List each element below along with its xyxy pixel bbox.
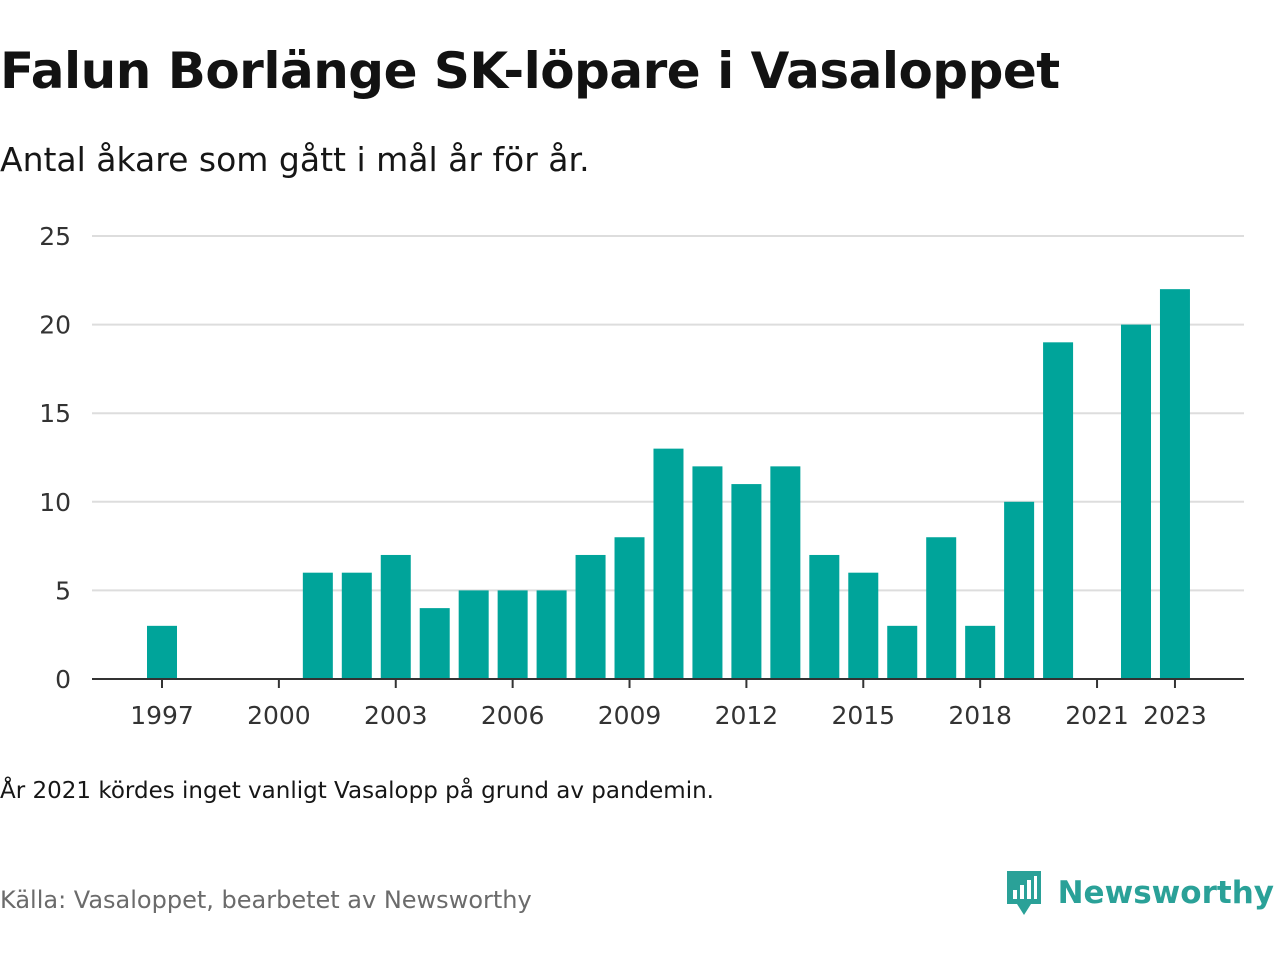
brand-name: Newsworthy xyxy=(1057,875,1274,911)
y-tick-label: 15 xyxy=(39,399,71,428)
x-tick-label: 2009 xyxy=(598,701,662,730)
x-axis xyxy=(92,678,1244,688)
x-tick-label: 2006 xyxy=(481,701,545,730)
bar xyxy=(497,590,528,679)
x-tick-label: 2021 xyxy=(1065,701,1129,730)
bar xyxy=(380,554,411,679)
bar xyxy=(731,484,762,679)
x-tick-label: 2023 xyxy=(1143,701,1207,730)
bar-chart: 0 5 10 15 20 25 1997 2000 2003 2006 2009 2012 2015 2… xyxy=(39,222,1244,730)
bar xyxy=(809,554,840,679)
bar xyxy=(887,625,918,679)
bar xyxy=(458,590,489,679)
brand-logo: Newsworthy xyxy=(1004,868,1274,918)
x-tick-label: 2000 xyxy=(247,701,311,730)
chart-title: Falun Borlänge SK-löpare i Vasaloppet xyxy=(0,42,1060,100)
bar xyxy=(341,572,372,679)
x-tick-label: 2018 xyxy=(948,701,1012,730)
bars xyxy=(147,289,1190,679)
bar xyxy=(926,537,957,679)
y-tick-label: 25 xyxy=(39,222,71,251)
bar xyxy=(419,608,450,679)
bar xyxy=(147,625,177,679)
y-axis-tick-labels: 0 5 10 15 20 25 xyxy=(39,222,71,694)
bar xyxy=(614,537,645,679)
bar xyxy=(1121,324,1151,679)
x-tick-label: 1997 xyxy=(130,701,194,730)
source-text: Källa: Vasaloppet, bearbetet av Newswort… xyxy=(0,886,532,914)
chart-subtitle: Antal åkare som gått i mål år för år. xyxy=(0,140,590,179)
bar xyxy=(965,625,996,679)
y-tick-label: 20 xyxy=(39,311,71,340)
bar xyxy=(692,466,723,679)
y-tick-label: 10 xyxy=(39,488,71,517)
x-tick-label: 2003 xyxy=(364,701,428,730)
bar xyxy=(653,448,684,679)
x-tick-label: 2012 xyxy=(715,701,779,730)
bar xyxy=(1043,342,1074,679)
x-axis-tick-labels: 1997 2000 2003 2006 2009 2012 2015 2018 2021 2023 xyxy=(130,701,1207,730)
y-tick-label: 0 xyxy=(55,665,71,694)
bar xyxy=(770,466,801,679)
bar xyxy=(575,554,606,679)
newsworthy-logo-icon xyxy=(1006,871,1041,915)
y-tick-label: 5 xyxy=(55,576,71,605)
x-tick-label: 2015 xyxy=(831,701,895,730)
bar xyxy=(536,590,567,679)
bar xyxy=(1004,501,1035,679)
bar xyxy=(302,572,333,679)
bar xyxy=(1159,289,1190,679)
bar xyxy=(848,572,879,679)
footnote: År 2021 kördes inget vanligt Vasalopp på… xyxy=(0,778,714,804)
